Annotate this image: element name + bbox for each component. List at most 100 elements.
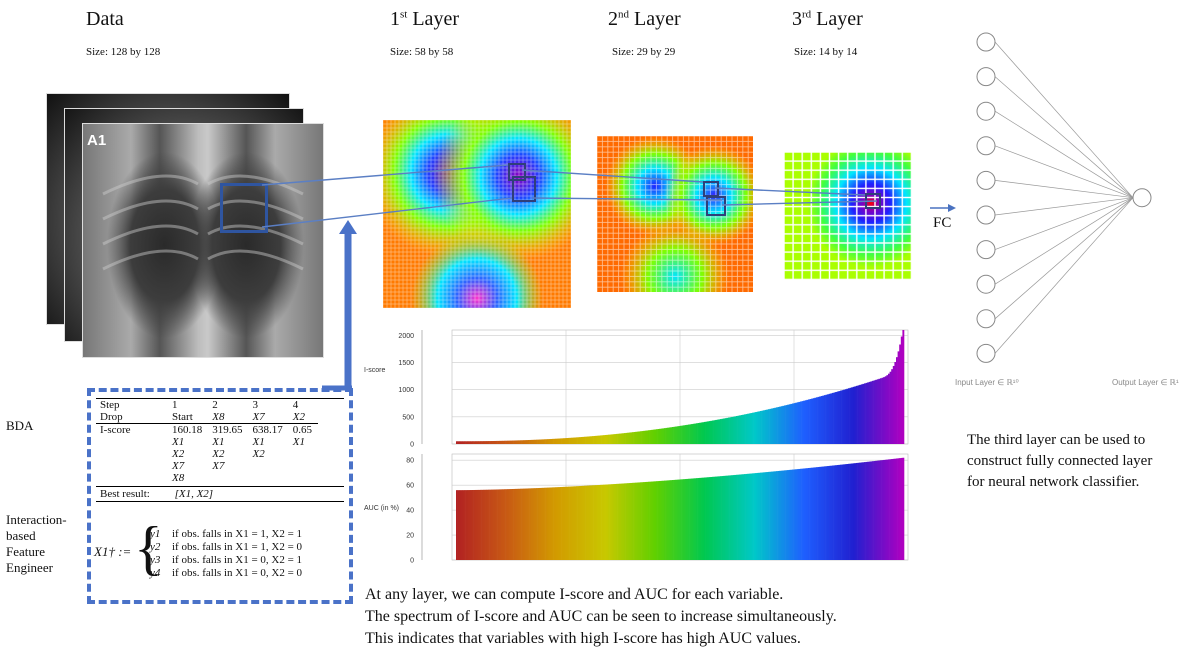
auc-bar <box>867 461 870 560</box>
nn-input-node <box>976 205 996 225</box>
auc-bar <box>798 468 801 560</box>
auc-bar <box>756 472 759 560</box>
auc-bar <box>569 486 572 560</box>
iscore-bar <box>876 379 879 444</box>
iscore-bar <box>785 405 788 444</box>
auc-bar <box>641 482 644 560</box>
auc-bar <box>747 473 750 560</box>
auc-bar <box>654 481 657 560</box>
bda-table-cell: X2 <box>172 448 185 460</box>
auc-bar <box>820 466 823 560</box>
iscore-bar <box>681 425 684 444</box>
bda-table-cell: X1 <box>172 436 185 448</box>
auc-bar <box>620 483 623 560</box>
auc-panel: 0 20 40 60 80 AUC (in %) <box>364 453 909 565</box>
iscore-bar <box>790 403 793 444</box>
iscore-bar <box>736 415 738 444</box>
auc-bar <box>632 482 634 560</box>
iscore-bar <box>795 402 798 444</box>
layer1-feature-map <box>383 120 571 308</box>
iscore-bar <box>878 378 881 444</box>
auc-bar <box>841 464 844 560</box>
bottom-description-line: This indicates that variables with high … <box>365 630 801 647</box>
iscore-bar <box>523 440 526 444</box>
auc-bar <box>886 459 889 560</box>
iscore-bar <box>675 426 678 444</box>
bda-table-cell <box>289 460 318 472</box>
auc-bar <box>473 489 476 560</box>
iscore-bar <box>604 434 607 444</box>
iscore-bar <box>488 441 490 444</box>
auc-bar <box>500 489 503 560</box>
auc-bar <box>651 481 654 560</box>
auc-bar <box>864 462 866 560</box>
bda-table-cell: X2 <box>252 448 265 460</box>
auc-bar <box>744 474 746 560</box>
auc-bar <box>712 476 714 560</box>
iscore-bar <box>796 402 799 444</box>
iscore-bar <box>715 419 718 444</box>
iscore-bar <box>798 401 801 444</box>
auc-bar <box>760 472 762 560</box>
auc-bar <box>718 476 721 560</box>
iscore-bar <box>880 378 882 444</box>
auc-bar <box>526 488 529 560</box>
bottom-description: At any layer, we can compute I-score and… <box>365 584 837 650</box>
auc-bar <box>516 488 519 560</box>
iscore-bar <box>502 440 505 444</box>
bda-table-cell: X7 <box>252 411 265 423</box>
iscore-bar <box>892 365 895 444</box>
auc-bar <box>558 487 561 560</box>
iscore-bar <box>697 423 700 444</box>
auc-bar <box>656 481 658 560</box>
auc-bar <box>817 467 820 560</box>
nn-input-label: Input Layer ∈ ℝ¹⁰ <box>955 378 1019 387</box>
auc-bar <box>619 483 622 560</box>
auc-bar <box>699 477 702 560</box>
iscore-bar <box>579 437 582 444</box>
iscore-bar <box>616 433 618 444</box>
iscore-bar <box>592 436 594 444</box>
auc-bar <box>894 458 897 560</box>
iscore-bar <box>825 394 828 444</box>
auc-bar <box>702 477 705 560</box>
bottom-description-line: At any layer, we can compute I-score and… <box>365 586 784 603</box>
bda-table-cell: 319.65 <box>212 424 243 436</box>
auc-bar <box>600 484 602 560</box>
auc-bar <box>459 490 462 560</box>
iscore-bar <box>792 403 794 444</box>
auc-bar <box>657 481 660 560</box>
auc-bar <box>563 486 566 560</box>
auc-bar <box>475 489 478 560</box>
xray-front-image: A1 <box>82 123 324 358</box>
iscore-bar <box>883 377 886 444</box>
iscore-bar <box>724 418 727 444</box>
iscore-bar <box>720 419 722 444</box>
auc-bar <box>782 470 785 560</box>
auc-bar <box>486 489 489 560</box>
y-tick-label: 0 <box>410 558 414 565</box>
auc-bar <box>635 482 638 560</box>
layer1-size: Size: 58 by 58 <box>390 46 454 58</box>
iscore-bar <box>504 440 506 444</box>
iscore-bar <box>585 436 588 444</box>
iscore-bar <box>563 438 566 444</box>
formula-case: y2 if obs. falls in X1 = 1, X2 = 0 <box>150 541 302 554</box>
auc-bar <box>622 483 625 560</box>
iscore-bar <box>584 436 586 444</box>
iscore-bar <box>644 430 647 444</box>
iscore-bar <box>494 440 497 444</box>
right-description-line: for neural network classifier. <box>967 474 1140 490</box>
iscore-bar <box>468 441 471 444</box>
iscore-bar <box>472 441 474 444</box>
iscore-bar <box>841 390 844 444</box>
auc-bar <box>787 470 790 560</box>
auc-bar <box>476 489 479 560</box>
iscore-bar <box>838 391 841 444</box>
nn-output-node <box>1132 188 1152 208</box>
iscore-bar <box>881 377 884 444</box>
iscore-bar <box>683 425 686 444</box>
auc-bar <box>555 487 558 560</box>
iscore-bar <box>747 413 750 444</box>
nn-input-node <box>976 343 996 363</box>
